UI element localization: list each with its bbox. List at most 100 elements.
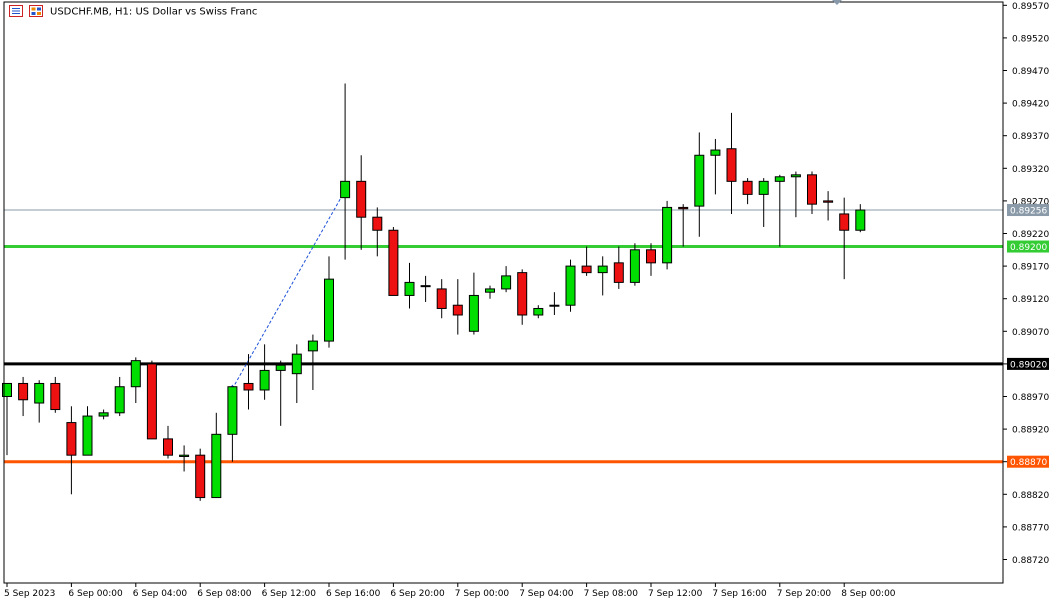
y-tick-label: 0.89320 — [1012, 165, 1049, 175]
y-tick-label: 0.89370 — [1012, 132, 1049, 142]
candle-body — [581, 265, 592, 274]
candle — [50, 376, 61, 413]
candle — [307, 334, 318, 390]
candle — [195, 448, 206, 501]
candle-body — [742, 180, 753, 195]
current-price-label: 0.89256 — [1010, 207, 1047, 217]
price-levels — [4, 209, 1003, 464]
candle-body — [275, 364, 286, 371]
candle-body — [517, 272, 528, 316]
collapse-arrow-icon[interactable] — [832, 0, 842, 5]
candle-body — [291, 353, 302, 375]
x-tick-label: 7 Sep 08:00 — [584, 589, 639, 599]
candle — [291, 344, 302, 404]
time-axis[interactable]: 5 Sep 2023 6 Sep 00:00 6 Sep 04:00 6 Sep 08… — [4, 583, 896, 599]
candle-body — [790, 174, 801, 178]
candle — [613, 246, 624, 289]
candle — [2, 382, 12, 456]
chart-grid-icon[interactable] — [29, 5, 43, 17]
black-level-label: 0.89020 — [1010, 360, 1047, 370]
candle-body — [565, 265, 576, 306]
y-tick-label: 0.89470 — [1012, 67, 1049, 77]
x-tick-label: 7 Sep 04:00 — [519, 589, 574, 599]
candle — [388, 226, 399, 296]
candle-body — [82, 415, 93, 456]
x-tick-label: 7 Sep 12:00 — [648, 589, 703, 599]
candle — [18, 376, 29, 417]
x-tick-label: 6 Sep 16:00 — [326, 589, 381, 599]
candle-body — [404, 281, 415, 296]
y-tick-label: 0.89520 — [1012, 34, 1049, 44]
candle-body — [243, 382, 254, 391]
candle-body — [468, 294, 479, 332]
price-level-labels: 0.89256 0.89200 0.89020 0.88870 — [1007, 204, 1049, 468]
candle — [533, 305, 544, 319]
candle — [163, 425, 173, 459]
candle — [452, 279, 463, 335]
candle — [114, 376, 125, 417]
candle-body — [549, 304, 560, 307]
candle — [501, 266, 512, 293]
price-axis[interactable]: 0.89570 0.89520 0.89470 0.89420 0.89370 0.893… — [1003, 2, 1049, 566]
candle-body — [130, 360, 141, 388]
candle — [34, 380, 45, 423]
candle — [742, 178, 753, 205]
candlestick-series — [2, 83, 866, 501]
candle — [694, 132, 705, 237]
candle — [565, 259, 576, 312]
black-level-label-bg — [1007, 357, 1049, 370]
candle-body — [726, 148, 737, 182]
y-tick-label: 0.89220 — [1012, 230, 1049, 240]
orange-level-label: 0.88870 — [1010, 458, 1047, 468]
candle — [340, 83, 351, 260]
x-tick-label: 8 Sep 00:00 — [841, 589, 896, 599]
candle-body — [694, 154, 705, 207]
candle — [82, 406, 93, 456]
candle — [726, 112, 737, 214]
candle-body — [340, 180, 351, 199]
x-tick-label: 6 Sep 04:00 — [133, 589, 188, 599]
candle-body — [662, 206, 673, 264]
x-tick-label: 7 Sep 16:00 — [712, 589, 767, 599]
candle-body — [436, 288, 447, 309]
candle-body — [758, 180, 769, 195]
candle — [517, 269, 528, 325]
x-tick-label: 6 Sep 12:00 — [262, 589, 317, 599]
candle — [243, 354, 254, 410]
candle — [597, 256, 608, 296]
y-tick-label: 0.88820 — [1012, 491, 1049, 501]
candle-body — [823, 200, 834, 203]
candle-body — [356, 180, 367, 218]
trade-connector-line — [231, 190, 346, 389]
candle-body — [195, 454, 206, 499]
plot-frame — [3, 1, 1004, 584]
candle-body — [163, 438, 173, 456]
candle — [839, 197, 850, 280]
candle-body — [774, 176, 785, 182]
candle-body — [807, 174, 817, 205]
candle — [436, 279, 447, 319]
candle-body — [34, 382, 45, 404]
y-tick-label: 0.88920 — [1012, 426, 1049, 436]
y-tick-label: 0.88970 — [1012, 393, 1049, 403]
x-tick-label: 6 Sep 20:00 — [390, 589, 445, 599]
candle-body — [533, 307, 544, 316]
candle-body — [597, 265, 608, 274]
candle-body — [179, 454, 190, 457]
chart-list-icon[interactable] — [9, 5, 23, 17]
candle — [710, 138, 721, 195]
candle — [758, 178, 769, 227]
candle — [629, 243, 640, 286]
candle — [259, 344, 270, 400]
y-tick-label: 0.88720 — [1012, 556, 1049, 566]
y-tick-label: 0.88770 — [1012, 523, 1049, 533]
candle-body — [146, 363, 157, 440]
candle-body — [855, 209, 866, 231]
candle — [774, 174, 785, 247]
candle-body — [485, 288, 495, 293]
candle — [581, 246, 592, 276]
candle — [549, 292, 560, 315]
candle — [646, 243, 656, 276]
